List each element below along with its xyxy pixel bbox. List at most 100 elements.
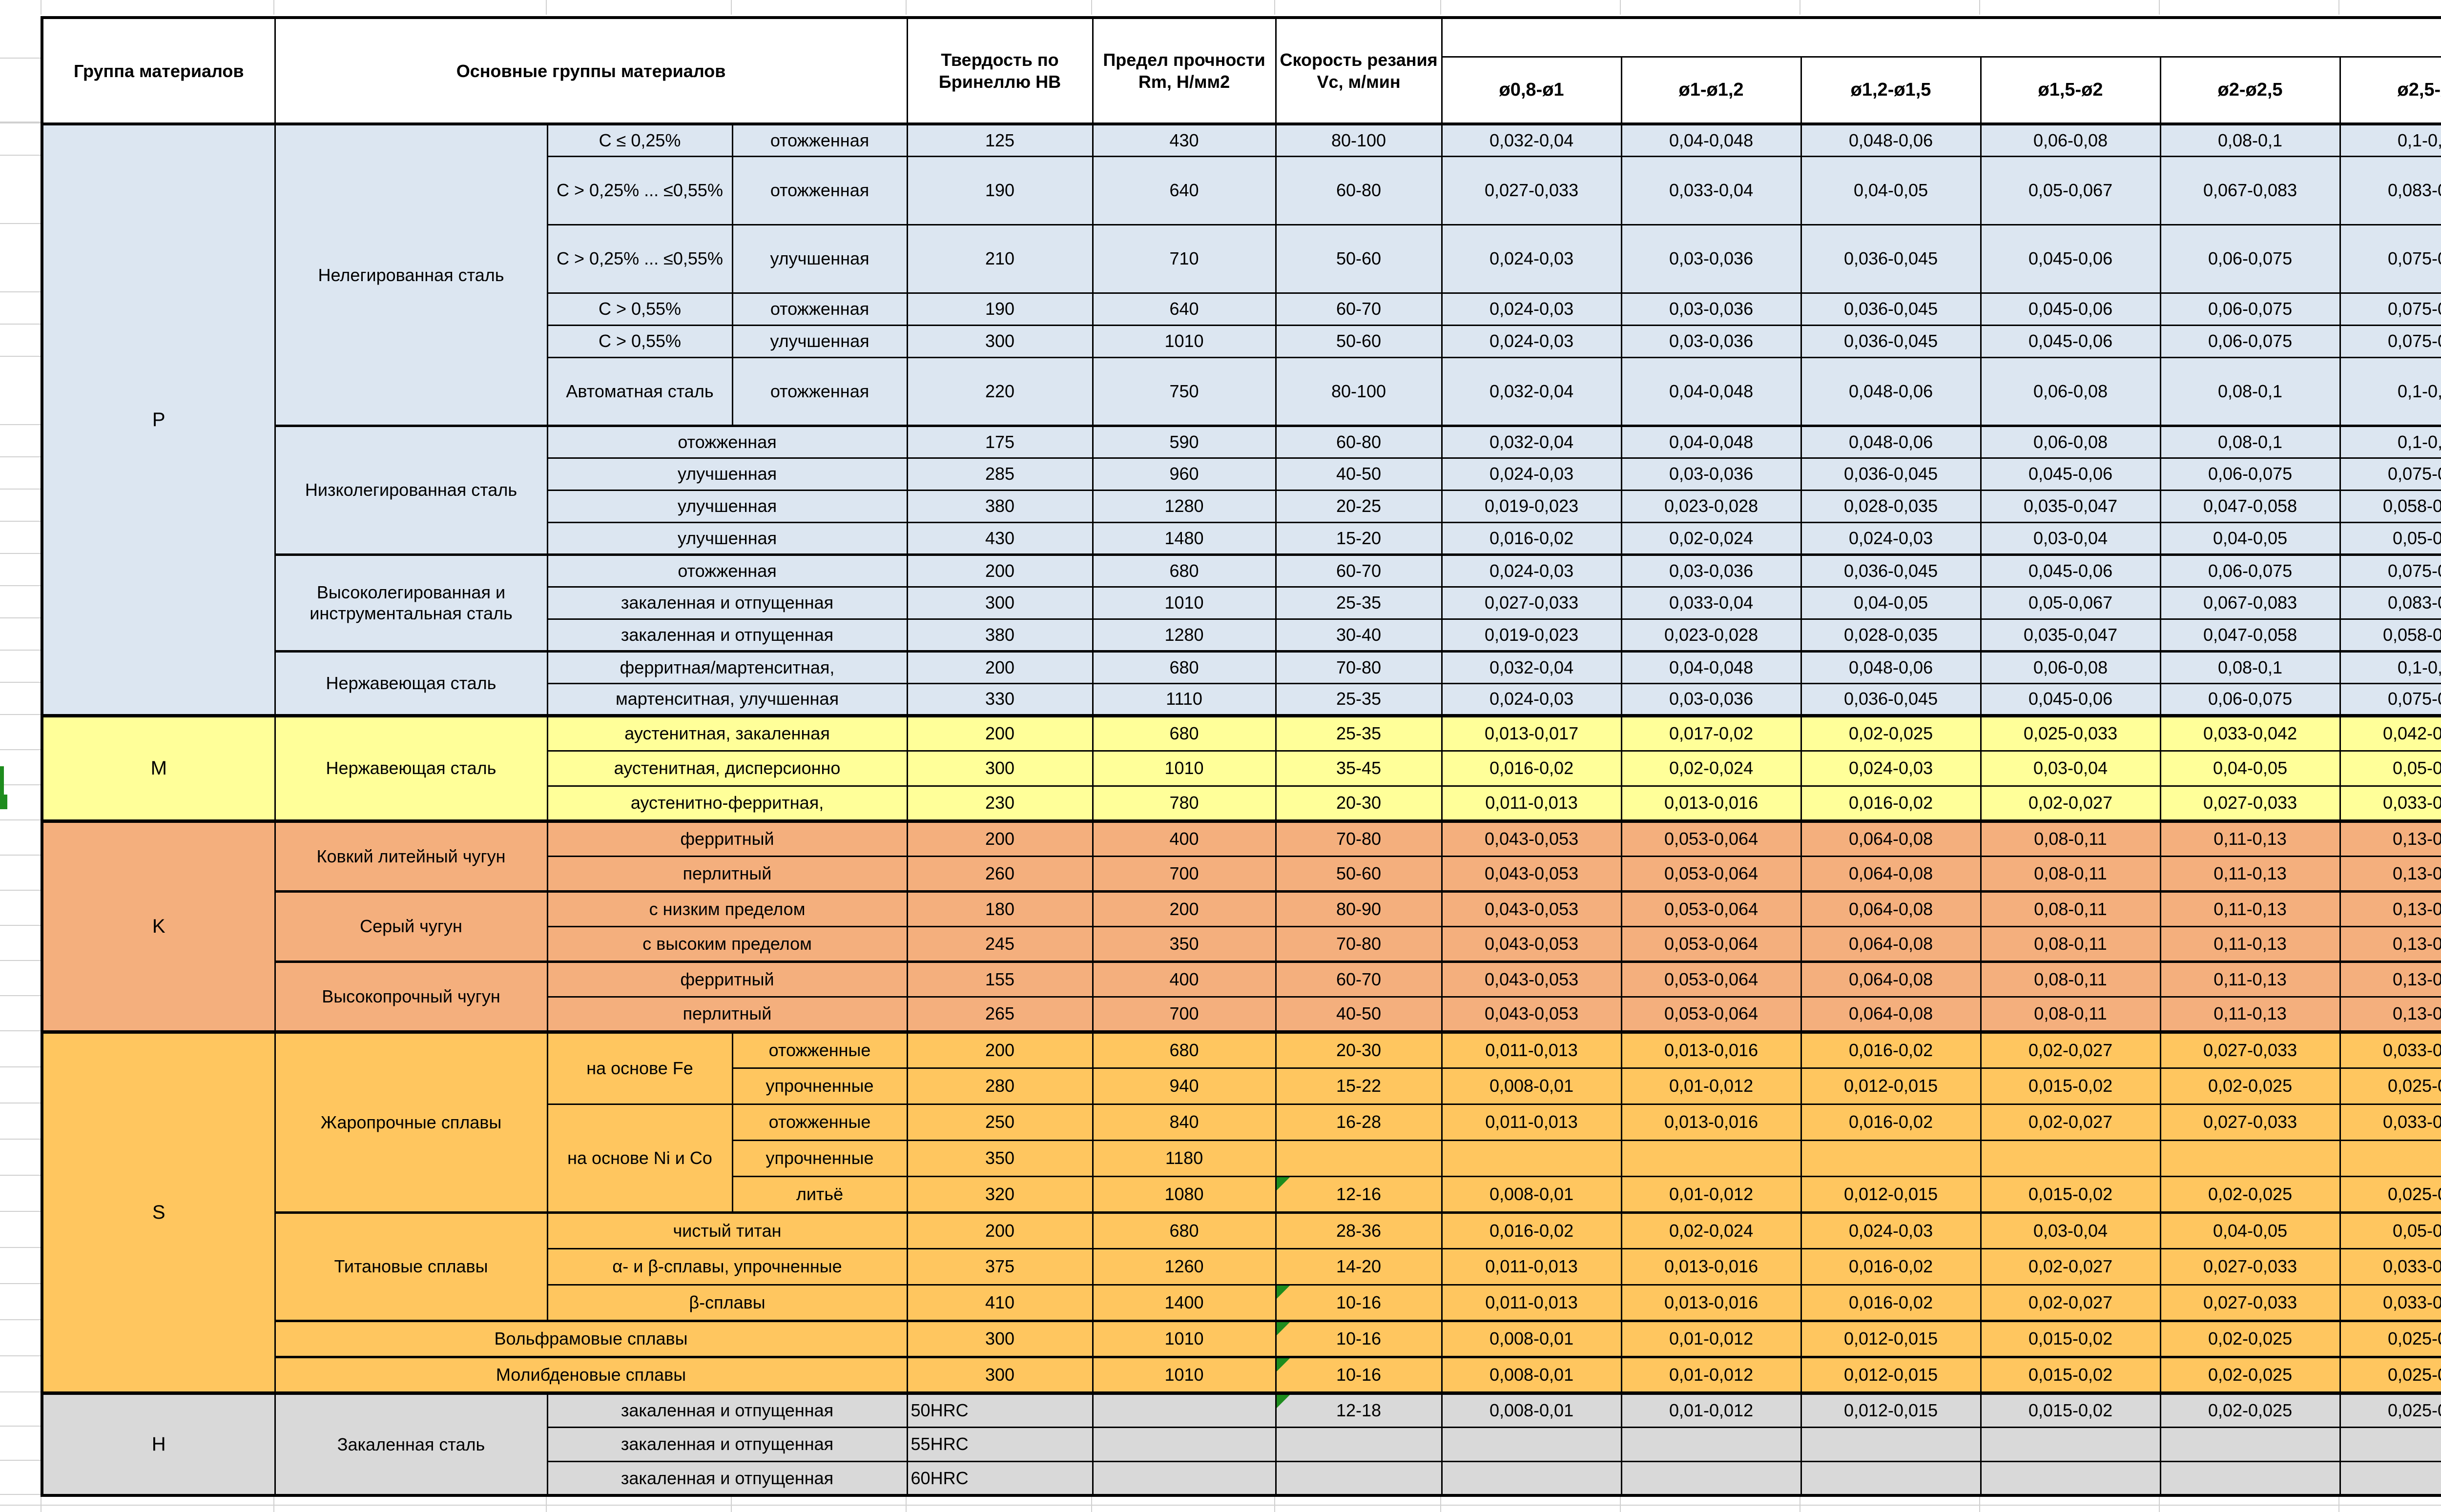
feed-cell[interactable]: 0,045-0,06 <box>1980 553 2161 588</box>
feed-cell[interactable]: 0,02-0,025 <box>2159 1391 2341 1428</box>
subtype-cell[interactable]: аустенитно-ферритная, <box>546 785 908 822</box>
feed-cell[interactable]: 0,033-0,053 <box>2339 1103 2441 1141</box>
header-feed-col-2[interactable]: ø1,2-ø1,5 <box>1800 56 1982 125</box>
feed-cell[interactable]: 0,08-0,11 <box>1980 996 2161 1033</box>
feed-cell[interactable]: 0,025-0,04 <box>2339 1175 2441 1213</box>
vc-cell[interactable]: 12-18 <box>1275 1391 1443 1428</box>
feed-cell[interactable]: 0,043-0,053 <box>1441 855 1622 892</box>
feed-cell[interactable]: 0,11-0,13 <box>2159 996 2341 1033</box>
feed-cell[interactable]: 0,008-0,01 <box>1441 1319 1622 1358</box>
feed-cell[interactable]: 0,015-0,02 <box>1980 1391 2161 1428</box>
feed-cell[interactable]: 0,027-0,033 <box>2159 1103 2341 1141</box>
hb-cell[interactable]: 210 <box>906 224 1094 294</box>
hb-cell[interactable]: 125 <box>906 123 1094 157</box>
vc-cell[interactable]: 35-45 <box>1275 750 1443 787</box>
header-feed-col-4[interactable]: ø2-ø2,5 <box>2159 56 2341 125</box>
feed-cell[interactable]: 0,033-0,053 <box>2339 1284 2441 1322</box>
feed-cell[interactable]: 0,035-0,047 <box>1980 618 2161 652</box>
feed-cell[interactable]: 0,033-0,04 <box>1620 155 1802 225</box>
subtype-cell[interactable]: улучшенная <box>546 489 908 523</box>
rm-cell[interactable] <box>1092 1426 1277 1462</box>
hb-cell[interactable]: 60HRC <box>906 1460 1094 1496</box>
feed-cell[interactable]: 0,053-0,064 <box>1620 890 1802 927</box>
feed-cell[interactable]: 0,016-0,02 <box>1441 1211 1622 1249</box>
feed-cell[interactable]: 0,013-0,017 <box>1441 714 1622 752</box>
feed-cell[interactable]: 0,06-0,075 <box>2159 457 2341 491</box>
hb-cell[interactable]: 280 <box>906 1067 1094 1105</box>
subtype-cell[interactable]: закаленная и отпущенная <box>546 586 908 620</box>
vc-cell[interactable]: 30-40 <box>1275 618 1443 652</box>
vc-cell[interactable]: 60-70 <box>1275 553 1443 588</box>
family-cell[interactable]: Титановые сплавы <box>274 1211 548 1322</box>
feed-cell[interactable] <box>2339 1139 2441 1177</box>
feed-cell[interactable]: 0,013-0,016 <box>1620 1247 1802 1286</box>
feed-cell[interactable]: 0,067-0,083 <box>2159 586 2341 620</box>
hb-cell[interactable]: 300 <box>906 750 1094 787</box>
subtype-cell[interactable]: закаленная и отпущенная <box>546 1426 908 1462</box>
feed-cell[interactable]: 0,024-0,03 <box>1441 224 1622 294</box>
feed-cell[interactable]: 0,053-0,064 <box>1620 960 1802 998</box>
feed-cell[interactable]: 0,024-0,03 <box>1800 750 1982 787</box>
subtype-cell[interactable]: C > 0,55% <box>546 324 733 358</box>
subtype-cell[interactable]: Автоматная сталь <box>546 356 733 427</box>
feed-cell[interactable]: 0,08-0,1 <box>2159 356 2341 427</box>
subtype-cell[interactable]: перлитный <box>546 996 908 1033</box>
feed-cell[interactable]: 0,024-0,03 <box>1441 292 1622 326</box>
vc-cell[interactable]: 50-60 <box>1275 324 1443 358</box>
subtype-cell[interactable]: C > 0,25% ... ≤0,55% <box>546 224 733 294</box>
feed-cell[interactable]: 0,03-0,04 <box>1980 750 2161 787</box>
feed-cell[interactable]: 0,03-0,036 <box>1620 324 1802 358</box>
feed-cell[interactable]: 0,075-0,12 <box>2339 553 2441 588</box>
hb-cell[interactable]: 180 <box>906 890 1094 927</box>
feed-cell[interactable]: 0,027-0,033 <box>2159 1247 2341 1286</box>
feed-cell[interactable]: 0,016-0,02 <box>1800 785 1982 822</box>
feed-cell[interactable]: 0,008-0,01 <box>1441 1067 1622 1105</box>
feed-cell[interactable]: 0,011-0,013 <box>1441 1247 1622 1286</box>
vc-cell[interactable]: 50-60 <box>1275 224 1443 294</box>
header-materials[interactable]: Основные группы материалов <box>274 17 908 125</box>
feed-cell[interactable]: 0,03-0,036 <box>1620 682 1802 716</box>
feed-cell[interactable]: 0,02-0,025 <box>2159 1067 2341 1105</box>
feed-cell[interactable]: 0,043-0,053 <box>1441 890 1622 927</box>
feed-cell[interactable]: 0,02-0,025 <box>2159 1319 2341 1358</box>
feed-cell[interactable]: 0,05-0,08 <box>2339 750 2441 787</box>
rm-cell[interactable]: 1260 <box>1092 1247 1277 1286</box>
condition-cell[interactable]: отожженная <box>731 123 908 157</box>
header-feed-col-3[interactable]: ø1,5-ø2 <box>1980 56 2161 125</box>
vc-cell[interactable]: 70-80 <box>1275 925 1443 962</box>
rm-cell[interactable]: 1280 <box>1092 489 1277 523</box>
hb-cell[interactable]: 200 <box>906 1030 1094 1069</box>
header-feed-col-0[interactable]: ø0,8-ø1 <box>1441 56 1622 125</box>
family-cell[interactable]: Молибденовые сплавы <box>274 1355 908 1394</box>
header-speed[interactable]: Скорость резания Vc, м/мин <box>1275 17 1443 125</box>
condition-cell[interactable]: улучшенная <box>731 324 908 358</box>
header-feed-col-1[interactable]: ø1-ø1,2 <box>1620 56 1802 125</box>
feed-cell[interactable]: 0,1-0,16 <box>2339 356 2441 427</box>
feed-cell[interactable]: 0,025-0,04 <box>2339 1391 2441 1428</box>
rm-cell[interactable] <box>1092 1460 1277 1496</box>
feed-cell[interactable]: 0,043-0,053 <box>1441 925 1622 962</box>
hb-cell[interactable]: 350 <box>906 1139 1094 1177</box>
vc-cell[interactable]: 15-20 <box>1275 521 1443 555</box>
feed-cell[interactable]: 0,012-0,015 <box>1800 1391 1982 1428</box>
hb-cell[interactable]: 250 <box>906 1103 1094 1141</box>
vc-cell[interactable]: 15-22 <box>1275 1067 1443 1105</box>
hb-cell[interactable]: 265 <box>906 996 1094 1033</box>
feed-cell[interactable]: 0,02-0,024 <box>1620 1211 1802 1249</box>
feed-cell[interactable]: 0,013-0,016 <box>1620 785 1802 822</box>
feed-cell[interactable]: 0,05-0,067 <box>1980 586 2161 620</box>
feed-cell[interactable]: 0,11-0,13 <box>2159 855 2341 892</box>
vc-cell[interactable]: 16-28 <box>1275 1103 1443 1141</box>
family-cell[interactable]: Ковкий литейный чугун <box>274 819 548 892</box>
feed-cell[interactable]: 0,13-0,21 <box>2339 855 2441 892</box>
feed-cell[interactable]: 0,02-0,027 <box>1980 1247 2161 1286</box>
hb-cell[interactable]: 410 <box>906 1284 1094 1322</box>
feed-cell[interactable] <box>2339 1460 2441 1496</box>
feed-cell[interactable]: 0,02-0,024 <box>1620 750 1802 787</box>
feed-cell[interactable]: 0,08-0,11 <box>1980 855 2161 892</box>
feed-cell[interactable]: 0,02-0,027 <box>1980 1030 2161 1069</box>
rm-cell[interactable]: 700 <box>1092 996 1277 1033</box>
vc-cell[interactable]: 80-100 <box>1275 356 1443 427</box>
rm-cell[interactable]: 780 <box>1092 785 1277 822</box>
vc-cell[interactable]: 28-36 <box>1275 1211 1443 1249</box>
